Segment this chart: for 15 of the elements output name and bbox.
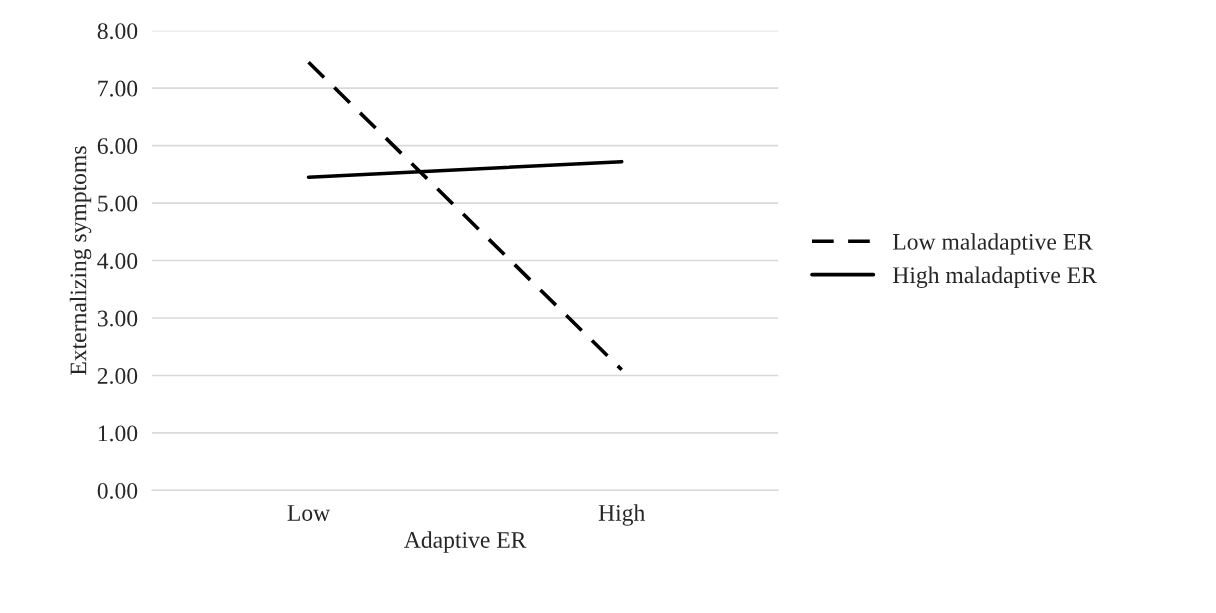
y-tick-label: 7.00 (98, 80, 138, 97)
y-axis-title: Externalizing symptoms (69, 146, 92, 375)
y-tick-label: 0.00 (97, 482, 138, 499)
y-tick-label: 6.00 (97, 138, 138, 155)
y-tick-label: 1.00 (98, 425, 138, 442)
x-tick-label: High (598, 504, 645, 526)
x-tick-label: Low (287, 505, 331, 521)
y-tick-label: 4.00 (97, 253, 138, 270)
y-tick-label: 5.00 (98, 195, 138, 212)
y-tick-label: 2.00 (97, 367, 138, 384)
x-axis-title: Adaptive ER (404, 531, 527, 553)
y-tick-label: 3.00 (97, 310, 138, 327)
y-tick-label: 8.00 (97, 23, 138, 40)
legend-label: Low maladaptive ER (892, 233, 1093, 255)
legend-label: High maladaptive ER (892, 266, 1097, 289)
